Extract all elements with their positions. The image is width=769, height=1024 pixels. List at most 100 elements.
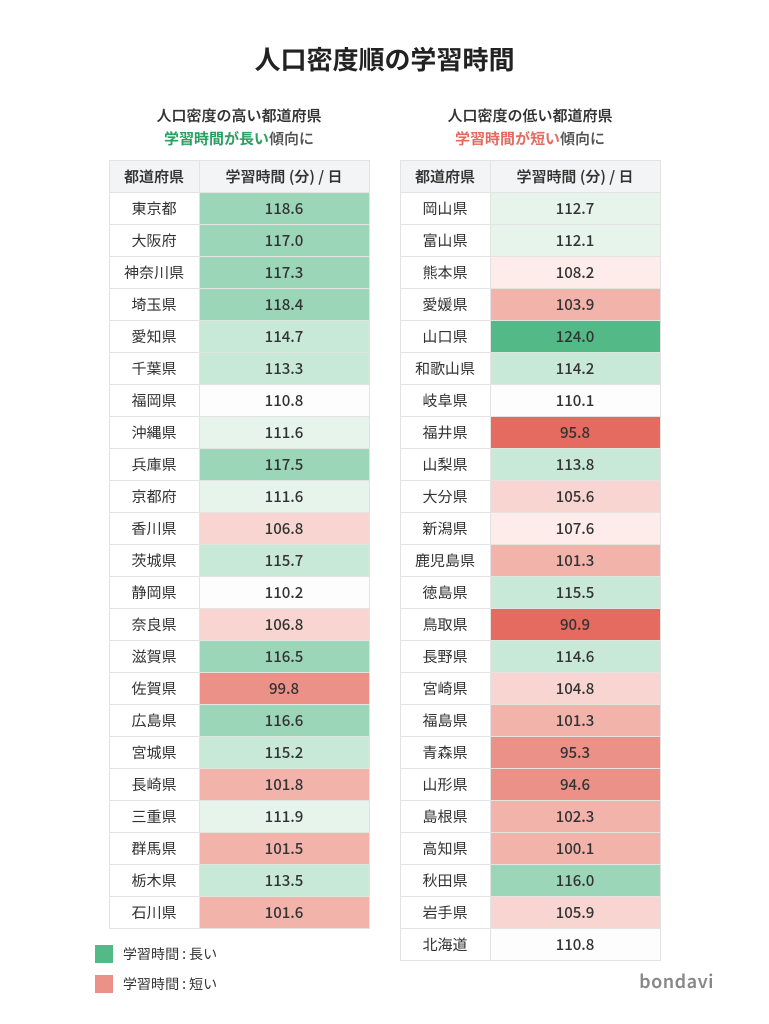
page-title: 人口密度順の学習時間 bbox=[55, 40, 714, 77]
study-time-cell: 90.9 bbox=[490, 609, 660, 641]
prefecture-cell: 山形県 bbox=[400, 769, 490, 801]
table-row: 沖縄県111.6 bbox=[109, 417, 369, 449]
low-density-heading: 人口密度の低い都道府県 学習時間が短い傾向に bbox=[400, 105, 661, 150]
study-time-cell: 112.1 bbox=[490, 225, 660, 257]
table-row: 埼玉県118.4 bbox=[109, 289, 369, 321]
study-time-cell: 106.8 bbox=[199, 609, 369, 641]
table-row: 青森県95.3 bbox=[400, 737, 660, 769]
study-time-cell: 111.6 bbox=[199, 417, 369, 449]
table-row: 佐賀県99.8 bbox=[109, 673, 369, 705]
study-time-cell: 101.5 bbox=[199, 833, 369, 865]
study-time-cell: 113.3 bbox=[199, 353, 369, 385]
table-row: 島根県102.3 bbox=[400, 801, 660, 833]
table-row: 福井県95.8 bbox=[400, 417, 660, 449]
prefecture-cell: 岩手県 bbox=[400, 897, 490, 929]
table-row: 東京都118.6 bbox=[109, 193, 369, 225]
header-prefecture: 都道府県 bbox=[109, 161, 199, 193]
prefecture-cell: 福島県 bbox=[400, 705, 490, 737]
low-heading-line1: 人口密度の低い都道府県 bbox=[400, 105, 661, 128]
study-time-cell: 95.8 bbox=[490, 417, 660, 449]
prefecture-cell: 滋賀県 bbox=[109, 641, 199, 673]
study-time-cell: 118.4 bbox=[199, 289, 369, 321]
prefecture-cell: 広島県 bbox=[109, 705, 199, 737]
table-row: 高知県100.1 bbox=[400, 833, 660, 865]
study-time-cell: 110.1 bbox=[490, 385, 660, 417]
table-row: 愛媛県103.9 bbox=[400, 289, 660, 321]
study-time-cell: 108.2 bbox=[490, 257, 660, 289]
study-time-cell: 114.7 bbox=[199, 321, 369, 353]
tables-container: 人口密度の高い都道府県 学習時間が長い傾向に 都道府県 学習時間 (分) / 日… bbox=[55, 105, 714, 961]
table-row: 福岡県110.8 bbox=[109, 385, 369, 417]
table-row: 神奈川県117.3 bbox=[109, 257, 369, 289]
prefecture-cell: 東京都 bbox=[109, 193, 199, 225]
prefecture-cell: 青森県 bbox=[400, 737, 490, 769]
study-time-cell: 110.8 bbox=[199, 385, 369, 417]
prefecture-cell: 山口県 bbox=[400, 321, 490, 353]
study-time-cell: 115.7 bbox=[199, 545, 369, 577]
prefecture-cell: 和歌山県 bbox=[400, 353, 490, 385]
table-row: 徳島県115.5 bbox=[400, 577, 660, 609]
header-prefecture: 都道府県 bbox=[400, 161, 490, 193]
low-density-table: 都道府県 学習時間 (分) / 日 岡山県112.7富山県112.1熊本県108… bbox=[400, 160, 661, 961]
prefecture-cell: 岡山県 bbox=[400, 193, 490, 225]
study-time-cell: 113.5 bbox=[199, 865, 369, 897]
table-row: 和歌山県114.2 bbox=[400, 353, 660, 385]
table-row: 茨城県115.7 bbox=[109, 545, 369, 577]
study-time-cell: 101.3 bbox=[490, 545, 660, 577]
prefecture-cell: 群馬県 bbox=[109, 833, 199, 865]
prefecture-cell: 新潟県 bbox=[400, 513, 490, 545]
table-header-row: 都道府県 学習時間 (分) / 日 bbox=[109, 161, 369, 193]
study-time-cell: 111.9 bbox=[199, 801, 369, 833]
prefecture-cell: 三重県 bbox=[109, 801, 199, 833]
table-row: 香川県106.8 bbox=[109, 513, 369, 545]
prefecture-cell: 福岡県 bbox=[109, 385, 199, 417]
prefecture-cell: 茨城県 bbox=[109, 545, 199, 577]
study-time-cell: 95.3 bbox=[490, 737, 660, 769]
prefecture-cell: 山梨県 bbox=[400, 449, 490, 481]
prefecture-cell: 徳島県 bbox=[400, 577, 490, 609]
high-heading-line1: 人口密度の高い都道府県 bbox=[109, 105, 370, 128]
prefecture-cell: 熊本県 bbox=[400, 257, 490, 289]
study-time-cell: 116.6 bbox=[199, 705, 369, 737]
high-density-heading: 人口密度の高い都道府県 学習時間が長い傾向に bbox=[109, 105, 370, 150]
study-time-cell: 100.1 bbox=[490, 833, 660, 865]
table-row: 群馬県101.5 bbox=[109, 833, 369, 865]
prefecture-cell: 静岡県 bbox=[109, 577, 199, 609]
prefecture-cell: 高知県 bbox=[400, 833, 490, 865]
low-heading-line2: 学習時間が短い傾向に bbox=[400, 128, 661, 151]
table-row: 石川県101.6 bbox=[109, 897, 369, 929]
study-time-cell: 94.6 bbox=[490, 769, 660, 801]
table-row: 富山県112.1 bbox=[400, 225, 660, 257]
table-row: 秋田県116.0 bbox=[400, 865, 660, 897]
study-time-cell: 115.2 bbox=[199, 737, 369, 769]
legend-label-short: 学習時間 : 短い bbox=[123, 974, 217, 994]
study-time-cell: 115.5 bbox=[490, 577, 660, 609]
prefecture-cell: 香川県 bbox=[109, 513, 199, 545]
table-row: 愛知県114.7 bbox=[109, 321, 369, 353]
table-row: 静岡県110.2 bbox=[109, 577, 369, 609]
legend-row-short: 学習時間 : 短い bbox=[95, 974, 217, 994]
study-time-cell: 110.8 bbox=[490, 929, 660, 961]
study-time-cell: 113.8 bbox=[490, 449, 660, 481]
prefecture-cell: 石川県 bbox=[109, 897, 199, 929]
prefecture-cell: 奈良県 bbox=[109, 609, 199, 641]
prefecture-cell: 岐阜県 bbox=[400, 385, 490, 417]
low-density-column: 人口密度の低い都道府県 学習時間が短い傾向に 都道府県 学習時間 (分) / 日… bbox=[400, 105, 661, 961]
study-time-cell: 117.3 bbox=[199, 257, 369, 289]
high-heading-line2: 学習時間が長い傾向に bbox=[109, 128, 370, 151]
study-time-cell: 114.6 bbox=[490, 641, 660, 673]
prefecture-cell: 長崎県 bbox=[109, 769, 199, 801]
prefecture-cell: 埼玉県 bbox=[109, 289, 199, 321]
study-time-cell: 117.5 bbox=[199, 449, 369, 481]
table-row: 鹿児島県101.3 bbox=[400, 545, 660, 577]
study-time-cell: 101.8 bbox=[199, 769, 369, 801]
prefecture-cell: 沖縄県 bbox=[109, 417, 199, 449]
prefecture-cell: 兵庫県 bbox=[109, 449, 199, 481]
prefecture-cell: 宮城県 bbox=[109, 737, 199, 769]
prefecture-cell: 富山県 bbox=[400, 225, 490, 257]
table-row: 京都府111.6 bbox=[109, 481, 369, 513]
header-study-time: 学習時間 (分) / 日 bbox=[199, 161, 369, 193]
prefecture-cell: 北海道 bbox=[400, 929, 490, 961]
prefecture-cell: 長野県 bbox=[400, 641, 490, 673]
study-time-cell: 105.6 bbox=[490, 481, 660, 513]
